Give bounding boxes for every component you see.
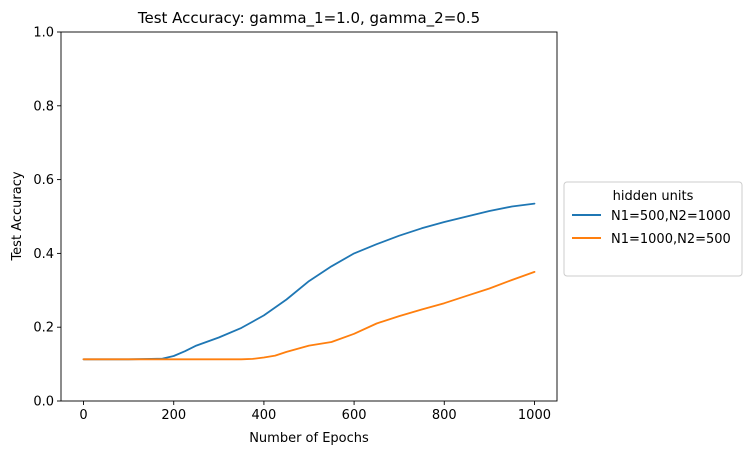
x-tick-label: 600 bbox=[342, 408, 367, 423]
y-tick-label: 0.4 bbox=[33, 247, 54, 262]
legend-label-n1-500: N1=500,N2=1000 bbox=[611, 209, 731, 224]
y-tick-label: 0.0 bbox=[33, 395, 54, 410]
plot-background bbox=[61, 32, 557, 401]
legend-title: hidden units bbox=[613, 189, 694, 204]
series-line-1 bbox=[82, 270, 536, 361]
x-axis-label: Number of Epochs bbox=[249, 431, 369, 446]
y-tick-label: 0.6 bbox=[33, 173, 54, 188]
y-axis-label: Test Accuracy bbox=[10, 171, 25, 261]
x-tick-label: 0 bbox=[79, 408, 87, 423]
chart-title: Test Accuracy: gamma_1=1.0, gamma_2=0.5 bbox=[137, 9, 480, 28]
x-tick-label: 400 bbox=[251, 408, 276, 423]
y-tick-label: 1.0 bbox=[33, 26, 54, 41]
y-axis-ticks: 0.0 0.2 0.4 0.6 0.8 1.0 bbox=[33, 26, 61, 410]
x-tick-label: 800 bbox=[432, 408, 457, 423]
y-tick-label: 0.8 bbox=[33, 99, 54, 114]
legend-label-n1-1000: N1=1000,N2=500 bbox=[611, 232, 731, 247]
legend-box bbox=[563, 181, 743, 277]
x-tick-label: 200 bbox=[161, 408, 186, 423]
legend: hidden units N1=500,N2=1000 N1=1000,N2=5… bbox=[563, 181, 743, 277]
plot-area bbox=[60, 31, 558, 402]
x-tick-label: 1000 bbox=[518, 408, 551, 423]
y-tick-label: 0.2 bbox=[33, 321, 54, 336]
x-axis-ticks: 0 200 400 600 800 1000 bbox=[79, 401, 551, 423]
plot-frame bbox=[60, 31, 558, 402]
series-lines bbox=[82, 202, 536, 361]
